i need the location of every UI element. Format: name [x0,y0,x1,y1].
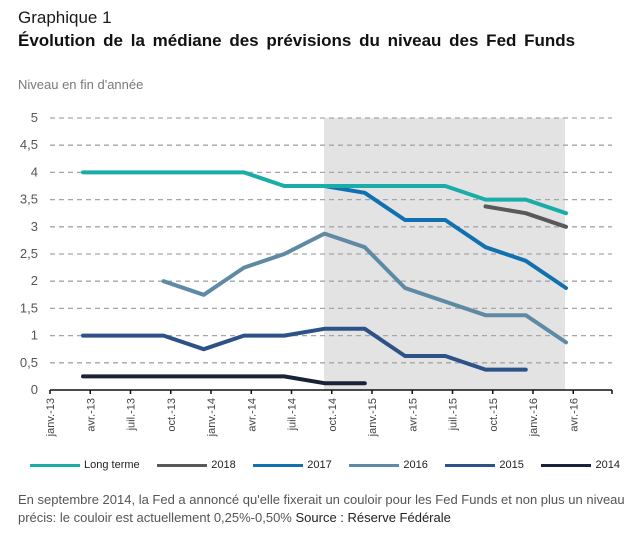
y-tick-label: 3 [31,219,38,234]
x-tick-label: avr.-16 [568,398,580,432]
footnote: En septembre 2014, la Fed a annoncé qu'e… [18,491,628,527]
series-lines [81,170,569,386]
y-tick-label: 4 [31,164,38,179]
legend-label: 2016 [403,459,428,471]
legend-item: 2014 [541,459,620,471]
legend-swatch [445,463,496,467]
legend-label: 2014 [595,459,620,471]
y-tick-label: 2 [31,273,38,288]
x-tick-label: juil.-14 [287,398,299,431]
legend: Long terme 2018 2017 2016 2015 2014 [30,459,620,471]
x-tick-label: avr.-14 [246,398,258,432]
x-axis: janv.-13 avr.-13 juil.-13 oct.-13 janv.-14 av… [45,389,613,437]
y-tick-label: 0 [31,382,38,397]
gridlines [50,117,612,364]
legend-swatch [30,463,80,467]
y-tick-label: 3,5 [20,192,38,207]
legend-swatch [157,463,208,467]
legend-item: Long terme [30,459,140,471]
series-line-2016 [161,231,569,345]
legend-item: 2015 [445,459,524,471]
y-tick-label: 0,5 [20,355,38,370]
legend-label: 2017 [307,459,332,471]
series-line-2015 [81,326,528,372]
x-tick-label: janv.-16 [528,398,540,437]
y-axis-ticks: 0 0,5 1 1,5 2 2,5 3 3,5 4 4,5 5 [20,110,38,397]
legend-label: Long terme [84,459,140,471]
x-tick-label: oct.-13 [166,398,178,432]
legend-label: 2015 [499,459,524,471]
x-tick-label: janv.-14 [206,398,218,437]
line-chart: 0 0,5 1 1,5 2 2,5 3 3,5 4 4,5 5 janv.-13 avr.-13 jui… [20,110,613,437]
shaded-period [324,118,565,390]
chart-label: Graphique 1 [18,8,112,27]
x-tick-label: juil.-13 [126,398,138,431]
source-text: Source : Réserve Fédérale [295,510,451,525]
series-line-2014 [81,374,367,386]
legend-swatch [541,463,592,467]
y-tick-label: 2,5 [20,246,38,261]
footnote-text: En septembre 2014, la Fed a annoncé qu'e… [18,492,625,525]
series-line-2018 [483,204,569,229]
y-tick-label: 4,5 [20,137,38,152]
x-tick-label: oct.-15 [488,398,500,432]
legend-label: 2018 [211,459,236,471]
x-tick-label: avr.-13 [85,398,97,432]
x-tick-label: janv.-13 [45,398,57,437]
x-tick-label: janv.-15 [367,398,379,437]
y-tick-label: 5 [31,110,38,125]
legend-item: 2016 [349,459,428,471]
shaded-period-rect [324,118,565,390]
legend-item: 2018 [157,459,236,471]
series-line-2017 [322,184,569,290]
legend-item: 2017 [253,459,332,471]
chart-title: Évolution de la médiane des prévisions d… [18,31,576,50]
legend-swatch [349,463,400,467]
series-line-long-terme [81,170,569,216]
x-tick-label: oct.-14 [327,398,339,432]
legend-swatch [253,463,304,467]
y-tick-label: 1 [31,328,38,343]
x-tick-label: avr.-15 [407,398,419,432]
y-tick-label: 1,5 [20,300,38,315]
chart-subtitle: Niveau en fin d'année [18,77,144,92]
x-tick-label: juil.-15 [448,398,460,431]
